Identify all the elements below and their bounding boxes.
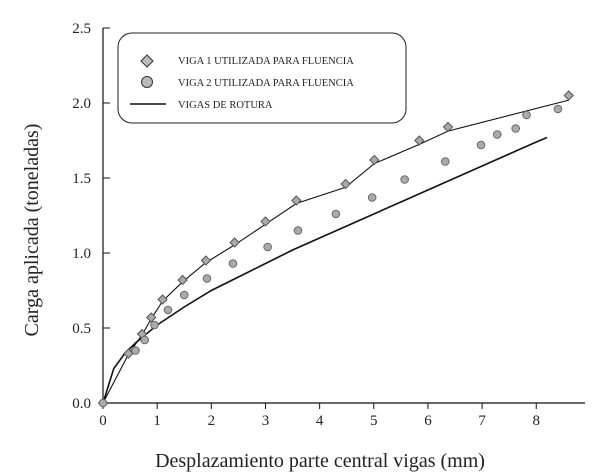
point-viga-2 — [150, 320, 159, 330]
series-line-rotura-upper — [102, 99, 569, 404]
legend-box — [117, 32, 407, 124]
series-points — [97, 90, 574, 409]
x-tick-label: 0 — [99, 413, 107, 429]
point-viga-1 — [145, 312, 157, 323]
point-viga-1 — [291, 195, 302, 206]
legend-label-viga-1: VIGA 1 UTILIZADA PARA FLUENCIA — [178, 56, 354, 67]
legend-label-viga-2: VIGA 2 UTILIZADA PARA FLUENCIA — [178, 78, 354, 89]
point-viga-1 — [200, 255, 212, 266]
point-viga-1 — [442, 121, 454, 133]
legend-label-rotura: VIGAS DE ROTURA — [178, 100, 273, 111]
y-axis-title: Carga aplicada (toneladas) — [21, 124, 43, 337]
legend-item-viga-1: VIGA 1 UTILIZADA PARA FLUENCIA — [140, 54, 354, 68]
circle-marker-icon — [141, 76, 153, 88]
point-viga-2 — [131, 346, 140, 355]
point-viga-2 — [179, 290, 189, 300]
point-viga-2 — [367, 193, 377, 202]
y-tick-label: 1.5 — [72, 171, 91, 187]
x-tick-label: 1 — [153, 413, 161, 429]
point-viga-2 — [440, 157, 450, 166]
x-tick-label: 7 — [478, 413, 486, 429]
point-viga-2 — [476, 140, 486, 150]
series-line-rotura — [102, 136, 548, 404]
x-tick-label: 8 — [533, 413, 541, 429]
x-tick-label: 3 — [262, 413, 270, 429]
point-viga-1 — [177, 274, 188, 286]
x-tick-label: 2 — [208, 413, 216, 429]
diamond-marker-icon — [140, 54, 154, 68]
point-viga-2 — [293, 226, 303, 235]
point-viga-2 — [163, 305, 173, 315]
point-viga-1 — [157, 294, 168, 305]
point-viga-1 — [414, 135, 425, 146]
point-viga-2 — [263, 242, 272, 252]
ticks: 0 1 2 3 4 5 6 7 8 0.0 0.5 1.0 1.5 2.0 2.5 — [72, 21, 540, 429]
point-viga-2 — [522, 110, 531, 120]
x-axis-title: Desplazamiento parte central vigas (mm) — [155, 450, 485, 472]
y-tick-label: 2.0 — [72, 96, 91, 112]
x-tick-label: 5 — [370, 413, 378, 429]
point-viga-2 — [228, 259, 238, 268]
point-viga-1 — [229, 237, 240, 248]
legend: VIGA 1 UTILIZADA PARA FLUENCIA VIGA 2 UT… — [117, 32, 407, 124]
legend-item-viga-2: VIGA 2 UTILIZADA PARA FLUENCIA — [141, 76, 354, 89]
legend-item-rotura: VIGAS DE ROTURA — [130, 100, 273, 111]
y-tick-label: 0.0 — [72, 396, 91, 412]
point-viga-2 — [202, 274, 212, 283]
y-tick-label: 2.5 — [72, 21, 91, 37]
point-viga-2 — [553, 104, 563, 114]
point-viga-1 — [123, 348, 134, 359]
point-viga-1 — [260, 216, 271, 227]
axes — [102, 28, 585, 404]
point-viga-2 — [98, 398, 108, 408]
point-viga-2 — [140, 335, 150, 345]
series-lines — [102, 99, 569, 404]
point-viga-2 — [492, 130, 502, 139]
point-viga-1 — [340, 178, 351, 190]
y-tick-label: 0.5 — [72, 321, 91, 337]
x-tick-label: 6 — [424, 413, 432, 429]
x-tick-label: 4 — [316, 413, 324, 429]
y-tick-label: 1.0 — [72, 246, 91, 262]
point-viga-1 — [369, 154, 380, 166]
point-viga-1 — [563, 90, 574, 101]
point-viga-2 — [400, 175, 409, 184]
point-viga-2 — [331, 209, 341, 219]
point-viga-2 — [511, 124, 520, 133]
